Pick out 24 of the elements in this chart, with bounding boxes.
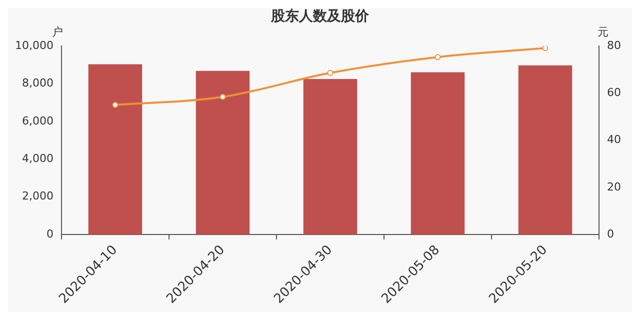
y-tick-label: 10,000	[14, 38, 54, 52]
point	[434, 54, 441, 60]
y-tick-label: 6,000	[22, 114, 54, 128]
bar	[196, 70, 250, 235]
y2-tick-label: 80	[607, 38, 622, 52]
y-tick-label: 4,000	[22, 152, 54, 165]
bar	[410, 72, 465, 235]
y-tick-label: 2,000	[22, 190, 54, 203]
point	[542, 46, 548, 52]
y2-tick-label: 60	[607, 86, 622, 99]
bar	[88, 64, 142, 235]
y2-tick-label: 0	[607, 227, 614, 240]
point	[220, 94, 226, 100]
y-axis-title: 户	[52, 25, 63, 38]
bar	[518, 65, 572, 235]
chart-title: 股东人数及股价	[270, 8, 370, 25]
y-tick-label: 0	[46, 227, 54, 240]
y-tick-label: 8,000	[22, 76, 54, 90]
y2-axis-title: 元	[598, 25, 609, 38]
bar	[303, 78, 358, 235]
point	[327, 70, 334, 76]
point	[112, 102, 118, 108]
y2-tick-label: 20	[607, 180, 622, 194]
y2-tick-label: 40	[607, 133, 622, 146]
